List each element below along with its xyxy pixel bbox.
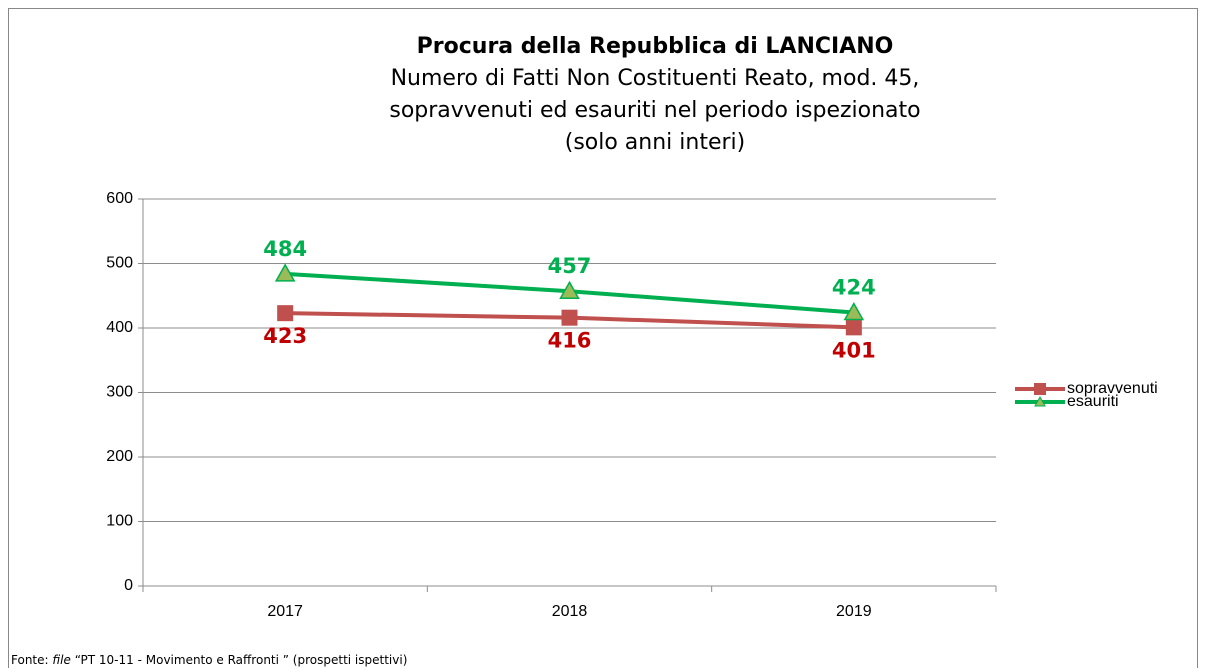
- chart-subtitle: (solo anni interi): [565, 130, 746, 155]
- source-note: Fonte: file “PT 10-11 - Movimento e Raff…: [11, 653, 407, 667]
- y-tick-label: 600: [106, 190, 133, 207]
- legend-label: esauriti: [1067, 393, 1119, 410]
- source-emphasis: file: [52, 653, 70, 667]
- series-marker: [559, 280, 580, 299]
- series-marker: [843, 301, 865, 321]
- value-label: 401: [832, 338, 876, 362]
- x-tick-label: 2018: [552, 603, 588, 620]
- legend-label: sopravvenuti: [1067, 380, 1158, 397]
- value-label: 416: [548, 329, 592, 353]
- chart-frame: [8, 8, 1198, 668]
- y-tick-label: 500: [106, 255, 133, 272]
- series-marker: [277, 305, 294, 322]
- legend-marker: [1034, 383, 1046, 395]
- value-label: 424: [832, 276, 876, 300]
- legend-marker: [1034, 395, 1046, 407]
- chart-subtitle: sopravvenuti ed esauriti nel periodo isp…: [389, 98, 920, 123]
- x-tick-label: 2017: [267, 603, 303, 620]
- chart-subtitle: Numero di Fatti Non Costituenti Reato, m…: [391, 66, 920, 91]
- series-marker: [845, 319, 862, 336]
- y-tick-label: 0: [124, 577, 133, 594]
- series-marker: [561, 309, 578, 326]
- y-tick-label: 200: [106, 448, 133, 465]
- chart-title: Procura della Repubblica di LANCIANO: [417, 34, 894, 59]
- source-text: “PT 10-11 - Movimento e Raffronti ” (pro…: [75, 653, 408, 667]
- y-tick-label: 300: [106, 384, 133, 401]
- source-prefix: Fonte:: [11, 653, 49, 667]
- series-marker: [274, 263, 296, 282]
- value-label: 457: [548, 254, 592, 278]
- x-tick-label: 2019: [836, 603, 872, 620]
- value-label: 484: [263, 237, 307, 261]
- value-label: 423: [263, 324, 307, 348]
- y-tick-label: 100: [106, 513, 133, 530]
- y-tick-label: 400: [106, 319, 133, 336]
